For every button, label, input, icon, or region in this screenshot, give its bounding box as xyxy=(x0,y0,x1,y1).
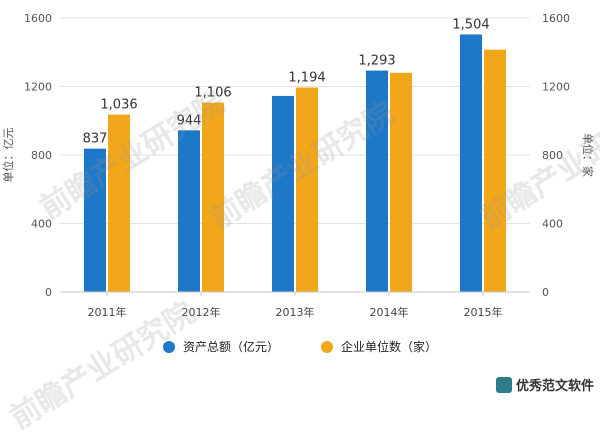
y2-tick-label: 800 xyxy=(542,149,563,162)
brand-logo: 优秀范文软件 xyxy=(495,375,594,394)
data-label-assets: 1,504 xyxy=(452,17,489,32)
legend-swatch-assets xyxy=(162,340,175,353)
bar-assets xyxy=(366,70,388,292)
data-label-enterprises: 1,036 xyxy=(100,98,137,113)
bar-enterprises xyxy=(108,114,130,293)
bar-enterprises xyxy=(202,102,224,292)
legend-item-enterprises: 企业单位数（家） xyxy=(321,338,437,355)
bar-enterprises xyxy=(484,49,506,293)
y-axis-title: 单位：亿元 xyxy=(1,128,15,183)
y-tick-label: 1200 xyxy=(24,81,52,94)
data-label-assets: 944 xyxy=(177,113,202,128)
chart: 0 400 800 1200 1600 0 400 800 1200 1600 单位：亿元 单位：家 8… xyxy=(1,12,595,319)
legend-label-assets: 资产总额（亿元） xyxy=(182,340,279,354)
legend: 资产总额（亿元） 企业单位数（家） xyxy=(0,338,600,355)
bar-assets xyxy=(84,148,106,292)
y2-tick-label: 0 xyxy=(542,286,549,299)
y2-axis-title: 单位：家 xyxy=(581,133,595,177)
bar-assets xyxy=(272,95,294,292)
x-tick-label: 2015年 xyxy=(464,305,503,319)
y2-tick-label: 1200 xyxy=(542,81,570,94)
legend-swatch-enterprises xyxy=(321,340,333,353)
data-label-assets: 1,293 xyxy=(358,54,395,69)
x-tick-label: 2013年 xyxy=(276,305,315,319)
brand-icon xyxy=(495,376,512,393)
bar-enterprises xyxy=(296,87,318,292)
brand-text: 优秀范文软件 xyxy=(515,379,594,394)
y2-tick-label: 400 xyxy=(542,218,563,231)
bar-assets xyxy=(178,130,200,292)
y-tick-label: 1600 xyxy=(24,12,52,25)
data-label-assets: 837 xyxy=(83,132,108,147)
data-label-enterprises: 1,106 xyxy=(194,86,231,101)
data-label-enterprises: 1,194 xyxy=(288,71,325,86)
x-tick-label: 2011年 xyxy=(88,305,127,319)
y-tick-label: 0 xyxy=(45,286,52,299)
bar-enterprises xyxy=(390,72,412,292)
y-tick-label: 400 xyxy=(31,218,52,231)
legend-item-assets: 资产总额（亿元） xyxy=(162,338,279,355)
x-tick-label: 2014年 xyxy=(370,305,409,319)
y2-tick-label: 1600 xyxy=(542,12,570,25)
y-tick-label: 800 xyxy=(31,149,52,162)
legend-label-enterprises: 企业单位数（家） xyxy=(341,340,438,354)
x-tick-label: 2012年 xyxy=(182,305,221,319)
bar-assets xyxy=(460,34,482,292)
